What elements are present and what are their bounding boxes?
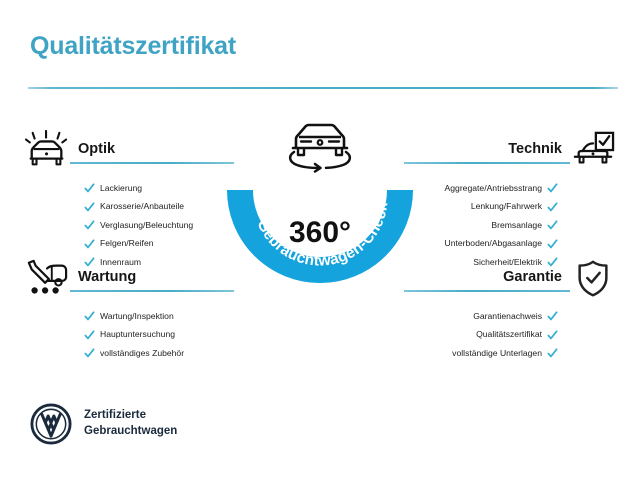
list-item-label: Bremsanlage bbox=[491, 219, 542, 230]
list-item: Karosserie/Anbauteile bbox=[84, 201, 234, 213]
check-icon bbox=[547, 257, 558, 268]
check-icon bbox=[84, 238, 95, 250]
section-wartung: Wartung Wartung/Inspektion Hauptuntersuc… bbox=[24, 258, 234, 367]
check-icon bbox=[84, 183, 95, 194]
section-header: Wartung bbox=[24, 258, 234, 302]
list-item-label: Wartung/Inspektion bbox=[100, 310, 174, 321]
check-icon bbox=[84, 257, 95, 268]
page-title: Qualitätszertifikat bbox=[30, 32, 236, 60]
checklist-garantie: Garantienachweis Qualitätszertifikat vol… bbox=[404, 311, 616, 359]
check-icon bbox=[547, 348, 558, 359]
vw-certified-line1: Zertifizierte bbox=[84, 409, 146, 422]
list-item: vollständiges Zubehör bbox=[84, 348, 234, 359]
list-item-label: Felgen/Reifen bbox=[100, 238, 154, 249]
section-garantie: Garantie Garantienachweis Qualitätszerti… bbox=[404, 258, 616, 367]
badge-center-label: 360° bbox=[288, 216, 352, 249]
list-item: vollständige Unterlagen bbox=[404, 348, 558, 359]
list-item-label: Hauptuntersuchung bbox=[100, 329, 176, 340]
car-shine-icon bbox=[24, 130, 70, 172]
list-item-label: vollständige Unterlagen bbox=[452, 347, 542, 358]
list-item-label: Lenkung/Fahrwerk bbox=[470, 201, 542, 212]
checklist-technik: Aggregate/Antriebsstrang Lenkung/Fahrwer… bbox=[404, 183, 616, 268]
section-title: Wartung bbox=[78, 269, 137, 285]
list-item: Felgen/Reifen bbox=[84, 238, 234, 250]
section-header: Garantie bbox=[404, 258, 616, 302]
list-item: Hauptuntersuchung bbox=[84, 329, 234, 341]
check-icon bbox=[547, 311, 558, 322]
list-item-label: vollständiges Zubehör bbox=[100, 347, 185, 358]
vw-certified-text: Zertifizierte Gebrauchtwagen bbox=[84, 408, 177, 439]
check-icon bbox=[84, 220, 95, 231]
check-icon bbox=[547, 201, 558, 213]
list-item: Garantienachweis bbox=[404, 311, 558, 322]
list-item-label: Qualitätszertifikat bbox=[476, 329, 542, 340]
section-title: Optik bbox=[78, 141, 116, 157]
list-item-label: Sicherheit/Elektrik bbox=[473, 256, 542, 267]
list-item: Sicherheit/Elektrik bbox=[404, 257, 558, 268]
check-icon bbox=[547, 220, 558, 231]
list-item: Lackierung bbox=[84, 183, 234, 194]
car-checkbox-icon bbox=[570, 130, 616, 172]
list-item: Bremsanlage bbox=[404, 220, 558, 231]
list-item-label: Karosserie/Anbauteile bbox=[100, 201, 185, 212]
section-divider bbox=[70, 162, 234, 165]
wrench-car-icon bbox=[24, 258, 70, 300]
section-optik: Optik Lackierung Karosserie/Anbauteile V… bbox=[24, 130, 234, 276]
section-header: Technik bbox=[404, 130, 616, 174]
section-title: Garantie bbox=[503, 269, 562, 285]
check-icon bbox=[547, 238, 558, 250]
check-icon bbox=[84, 201, 95, 213]
list-item: Lenkung/Fahrwerk bbox=[404, 201, 558, 213]
list-item-label: Lackierung bbox=[100, 182, 143, 193]
list-item: Verglasung/Beleuchtung bbox=[84, 220, 234, 231]
checklist-optik: Lackierung Karosserie/Anbauteile Verglas… bbox=[24, 183, 234, 268]
list-item-label: Innenraum bbox=[100, 256, 142, 267]
shield-check-icon bbox=[570, 258, 616, 300]
vw-certified-line2: Gebrauchtwagen bbox=[84, 425, 178, 437]
section-technik: Technik Aggregate/Antriebsstrang Lenkung… bbox=[404, 130, 616, 276]
check-icon bbox=[84, 311, 95, 322]
checklist-wartung: Wartung/Inspektion Hauptuntersuchung vol… bbox=[24, 311, 234, 359]
list-item: Qualitätszertifikat bbox=[404, 329, 558, 341]
car-front-rotate-icon bbox=[279, 112, 361, 174]
list-item-label: Garantienachweis bbox=[473, 310, 542, 321]
check-icon bbox=[547, 329, 558, 341]
header-divider bbox=[28, 87, 618, 89]
check-icon bbox=[84, 329, 95, 341]
list-item-label: Verglasung/Beleuchtung bbox=[100, 219, 194, 230]
check-icon bbox=[547, 183, 558, 194]
check-icon bbox=[84, 348, 95, 359]
list-item: Innenraum bbox=[84, 257, 234, 268]
list-item: Unterboden/Abgasanlage bbox=[404, 238, 558, 250]
list-item-label: Unterboden/Abgasanlage bbox=[444, 238, 542, 249]
gebrauchtwagen-check-badge: Gebrauchtwagen-Check 360° bbox=[227, 112, 413, 312]
section-title: Technik bbox=[508, 141, 562, 157]
list-item-label: Aggregate/Antriebsstrang bbox=[444, 182, 542, 193]
section-divider bbox=[404, 290, 570, 293]
volkswagen-logo bbox=[30, 403, 72, 445]
list-item: Wartung/Inspektion bbox=[84, 311, 234, 322]
section-header: Optik bbox=[24, 130, 234, 174]
badge-ring: Gebrauchtwagen-Check bbox=[227, 154, 413, 312]
list-item: Aggregate/Antriebsstrang bbox=[404, 183, 558, 194]
section-divider bbox=[70, 290, 234, 293]
vw-certified-footer: Zertifizierte Gebrauchtwagen bbox=[30, 403, 177, 445]
section-divider bbox=[404, 162, 570, 165]
